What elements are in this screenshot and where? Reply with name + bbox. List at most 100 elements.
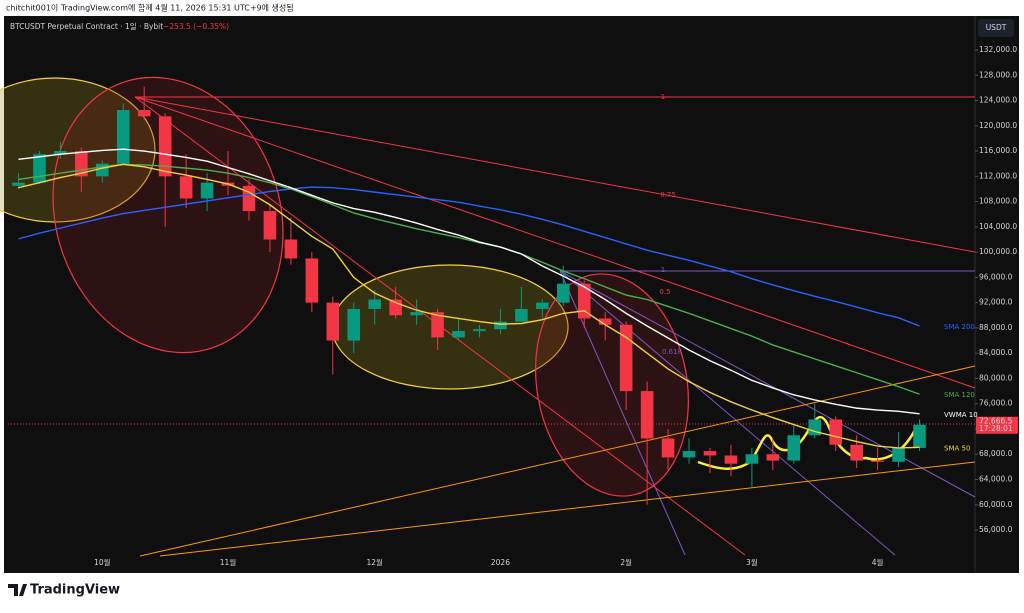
caption: chitchit001이 TradingView.com에 함께 4월 11, … [6, 3, 294, 13]
candle-body [179, 176, 193, 199]
trend-line [139, 365, 976, 557]
candle-body [158, 116, 172, 177]
candle-body [766, 454, 780, 461]
brand: TradingView [30, 583, 120, 598]
y-tick-label: 128,000.0 [979, 70, 1017, 79]
y-tick-label: 100,000.0 [979, 247, 1017, 256]
x-tick-label: 2026 [491, 558, 510, 567]
y-tick-label: 80,000.0 [979, 373, 1013, 382]
y-tick-label: 88,000.0 [979, 323, 1013, 332]
candle-body [326, 302, 340, 341]
candle-body [305, 258, 319, 303]
y-tick-label: 56,000.0 [979, 525, 1013, 534]
candle-body [54, 151, 67, 155]
ellipse [331, 264, 569, 390]
drawings [0, 76, 689, 497]
chart-area [4, 16, 1019, 573]
candle-body [368, 299, 381, 309]
candle-body [536, 302, 549, 309]
y-tick-label: 124,000.0 [979, 96, 1017, 105]
candle-body [389, 299, 402, 316]
x-tick-label: 3월 [746, 557, 758, 567]
fib-label: 0.5 [659, 288, 670, 296]
candle-body [347, 308, 361, 341]
candle-body [200, 182, 214, 199]
last-price-box [976, 416, 1018, 434]
candle-body [808, 419, 822, 436]
candle-body [96, 163, 109, 177]
x-tick-label: 10월 [94, 557, 111, 567]
indicator-line [18, 186, 920, 327]
y-tick-label: 112,000.0 [979, 171, 1017, 180]
y-tick-label: 116,000.0 [979, 146, 1017, 155]
last-price-label: 72,666.5 [979, 416, 1013, 425]
ellipse [535, 273, 689, 497]
legend-label: VWMA 10 [944, 411, 978, 419]
y-tick-label: 132,000.0 [979, 45, 1017, 54]
candle-body [410, 312, 423, 316]
fib-label: 0.618 [662, 348, 682, 356]
candle-body [850, 444, 863, 461]
candle-body [619, 324, 633, 392]
fib-label: 1 [661, 266, 665, 274]
legend-label: SMA 120 [944, 391, 975, 399]
y-tick-label: 92,000.0 [979, 298, 1013, 307]
chart-title: BTCUSDT Perpetual Contract · 1일 · Bybit [10, 22, 163, 31]
candle-body [284, 239, 298, 259]
indicator-line [18, 148, 920, 415]
legend-label: SMA 50 [944, 444, 970, 452]
candle-body [12, 182, 25, 186]
brand-logo [8, 584, 27, 596]
y-tick-label: 84,000.0 [979, 348, 1013, 357]
trend-line [134, 96, 976, 253]
candle-body [116, 110, 130, 164]
trend-line [159, 461, 976, 557]
candle-body [473, 329, 486, 332]
candle-body [661, 438, 675, 458]
candle-body [598, 318, 612, 325]
y-tick-label: 76,000.0 [979, 399, 1013, 408]
candle-body [263, 211, 277, 240]
candle-body [724, 455, 738, 464]
countdown: 17:28:01 [979, 424, 1013, 433]
y-tick-label: 108,000.0 [979, 197, 1017, 206]
candle-body [452, 331, 465, 338]
x-tick-label: 12월 [366, 557, 383, 567]
candle-body [829, 419, 842, 445]
indicator-line [18, 163, 920, 449]
candle-body [913, 424, 926, 448]
candle-body [682, 451, 696, 458]
currency: USDT [986, 23, 1007, 32]
y-tick-label: 104,000.0 [979, 222, 1017, 231]
y-tick-label: 60,000.0 [979, 500, 1013, 509]
trend-line [134, 96, 976, 389]
fib-label: 0.75 [660, 191, 676, 199]
trend-line [559, 270, 896, 556]
candle-body [703, 451, 717, 456]
y-tick-label: 68,000.0 [979, 449, 1013, 458]
candle-body [33, 154, 46, 183]
fib-label: 1 [661, 93, 665, 101]
price-change: −253.5 (−0.35%) [163, 22, 229, 31]
candle-body [242, 185, 256, 212]
indicator-line [18, 163, 920, 395]
x-tick-label: 11월 [220, 557, 237, 567]
candle-body [494, 321, 507, 330]
ellipse [52, 76, 284, 354]
y-tick-label: 96,000.0 [979, 272, 1013, 281]
candle-body [892, 447, 905, 462]
candle-body [640, 391, 654, 439]
currency-box [978, 19, 1014, 37]
candle-body [137, 110, 151, 117]
x-tick-label: 4월 [872, 557, 884, 567]
x-tick-label: 2월 [620, 557, 632, 567]
trend-line [559, 270, 976, 498]
y-tick-label: 64,000.0 [979, 474, 1013, 483]
candle-body [557, 283, 570, 303]
candle-body [745, 454, 759, 464]
candle-body [431, 312, 444, 338]
legend-label: SMA 200 [944, 323, 975, 331]
candle-body [787, 435, 801, 461]
y-tick-label: 120,000.0 [979, 121, 1017, 130]
